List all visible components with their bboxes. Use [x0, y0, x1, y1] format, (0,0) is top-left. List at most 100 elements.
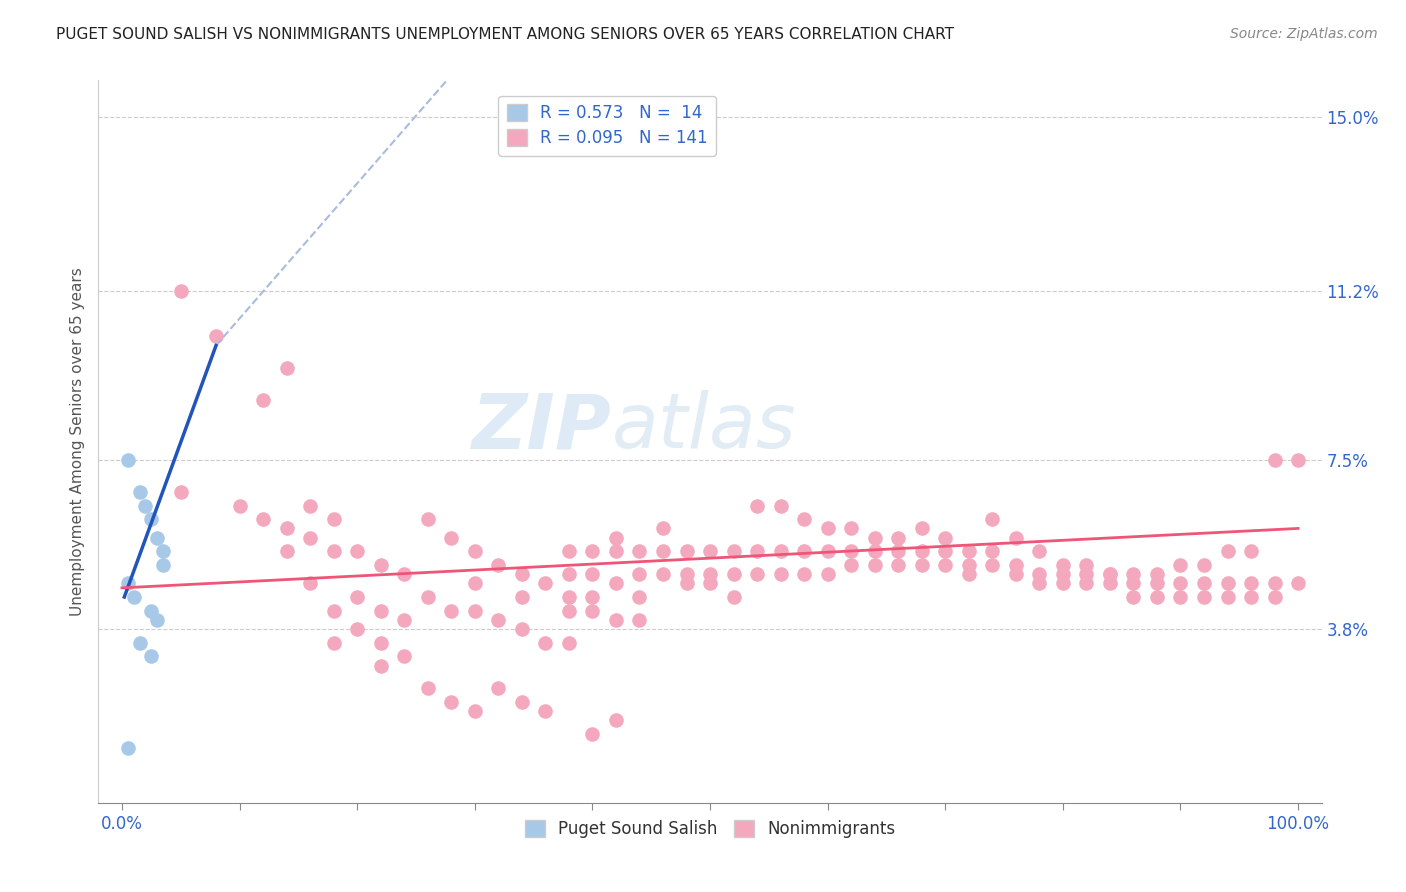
Point: [299, 499, 322, 513]
Point: [1192, 576, 1215, 591]
Point: [370, 604, 392, 618]
Point: [299, 576, 322, 591]
Point: [205, 329, 228, 343]
Point: [911, 544, 934, 558]
Point: [1216, 590, 1239, 604]
Point: [558, 590, 581, 604]
Point: [652, 567, 675, 582]
Point: [464, 704, 486, 718]
Point: [581, 727, 603, 741]
Point: [1004, 531, 1026, 545]
Point: [957, 544, 980, 558]
Point: [1170, 590, 1192, 604]
Point: [416, 512, 439, 526]
Point: [652, 521, 675, 535]
Point: [322, 636, 344, 650]
Text: PUGET SOUND SALISH VS NONIMMIGRANTS UNEMPLOYMENT AMONG SENIORS OVER 65 YEARS COR: PUGET SOUND SALISH VS NONIMMIGRANTS UNEM…: [56, 27, 955, 42]
Point: [934, 531, 956, 545]
Point: [1052, 567, 1074, 582]
Point: [675, 567, 697, 582]
Point: [534, 576, 557, 591]
Point: [346, 590, 368, 604]
Point: [605, 613, 627, 627]
Point: [1146, 590, 1168, 604]
Point: [510, 567, 533, 582]
Point: [464, 604, 486, 618]
Point: [276, 544, 298, 558]
Point: [486, 558, 509, 572]
Point: [723, 544, 745, 558]
Point: [628, 567, 651, 582]
Point: [1192, 558, 1215, 572]
Point: [581, 544, 603, 558]
Point: [581, 590, 603, 604]
Point: [416, 590, 439, 604]
Point: [1028, 576, 1050, 591]
Legend: Puget Sound Salish, Nonimmigrants: Puget Sound Salish, Nonimmigrants: [517, 814, 903, 845]
Point: [1098, 576, 1121, 591]
Y-axis label: Unemployment Among Seniors over 65 years: Unemployment Among Seniors over 65 years: [69, 268, 84, 615]
Point: [863, 531, 886, 545]
Point: [558, 636, 581, 650]
Point: [394, 567, 416, 582]
Point: [510, 622, 533, 636]
Point: [440, 604, 463, 618]
Point: [652, 544, 675, 558]
Point: [322, 604, 344, 618]
Text: Source: ZipAtlas.com: Source: ZipAtlas.com: [1230, 27, 1378, 41]
Point: [370, 636, 392, 650]
Point: [276, 521, 298, 535]
Point: [817, 567, 839, 582]
Point: [911, 558, 934, 572]
Point: [699, 567, 721, 582]
Point: [1170, 576, 1192, 591]
Point: [817, 521, 839, 535]
Point: [1052, 558, 1074, 572]
Point: [464, 576, 486, 591]
Point: [122, 590, 145, 604]
Point: [1004, 567, 1026, 582]
Point: [1098, 567, 1121, 582]
Point: [534, 636, 557, 650]
Point: [628, 613, 651, 627]
Point: [346, 544, 368, 558]
Point: [605, 544, 627, 558]
Point: [486, 681, 509, 696]
Point: [745, 499, 768, 513]
Point: [228, 499, 250, 513]
Point: [863, 558, 886, 572]
Point: [1216, 544, 1239, 558]
Point: [170, 284, 193, 298]
Point: [981, 558, 1004, 572]
Point: [934, 558, 956, 572]
Point: [723, 567, 745, 582]
Point: [252, 393, 274, 408]
Point: [322, 512, 344, 526]
Point: [1076, 567, 1098, 582]
Point: [699, 576, 721, 591]
Point: [558, 604, 581, 618]
Point: [486, 613, 509, 627]
Text: ZIP: ZIP: [472, 390, 612, 464]
Point: [1122, 576, 1144, 591]
Point: [394, 649, 416, 664]
Point: [605, 531, 627, 545]
Point: [887, 531, 910, 545]
Point: [793, 544, 815, 558]
Point: [141, 604, 163, 618]
Point: [745, 567, 768, 582]
Point: [252, 512, 274, 526]
Point: [299, 531, 322, 545]
Point: [839, 558, 862, 572]
Point: [981, 512, 1004, 526]
Point: [1240, 576, 1263, 591]
Point: [839, 544, 862, 558]
Point: [675, 544, 697, 558]
Point: [141, 512, 163, 526]
Point: [370, 558, 392, 572]
Point: [1052, 576, 1074, 591]
Point: [1170, 558, 1192, 572]
Point: [793, 567, 815, 582]
Text: atlas: atlas: [612, 390, 797, 464]
Point: [628, 544, 651, 558]
